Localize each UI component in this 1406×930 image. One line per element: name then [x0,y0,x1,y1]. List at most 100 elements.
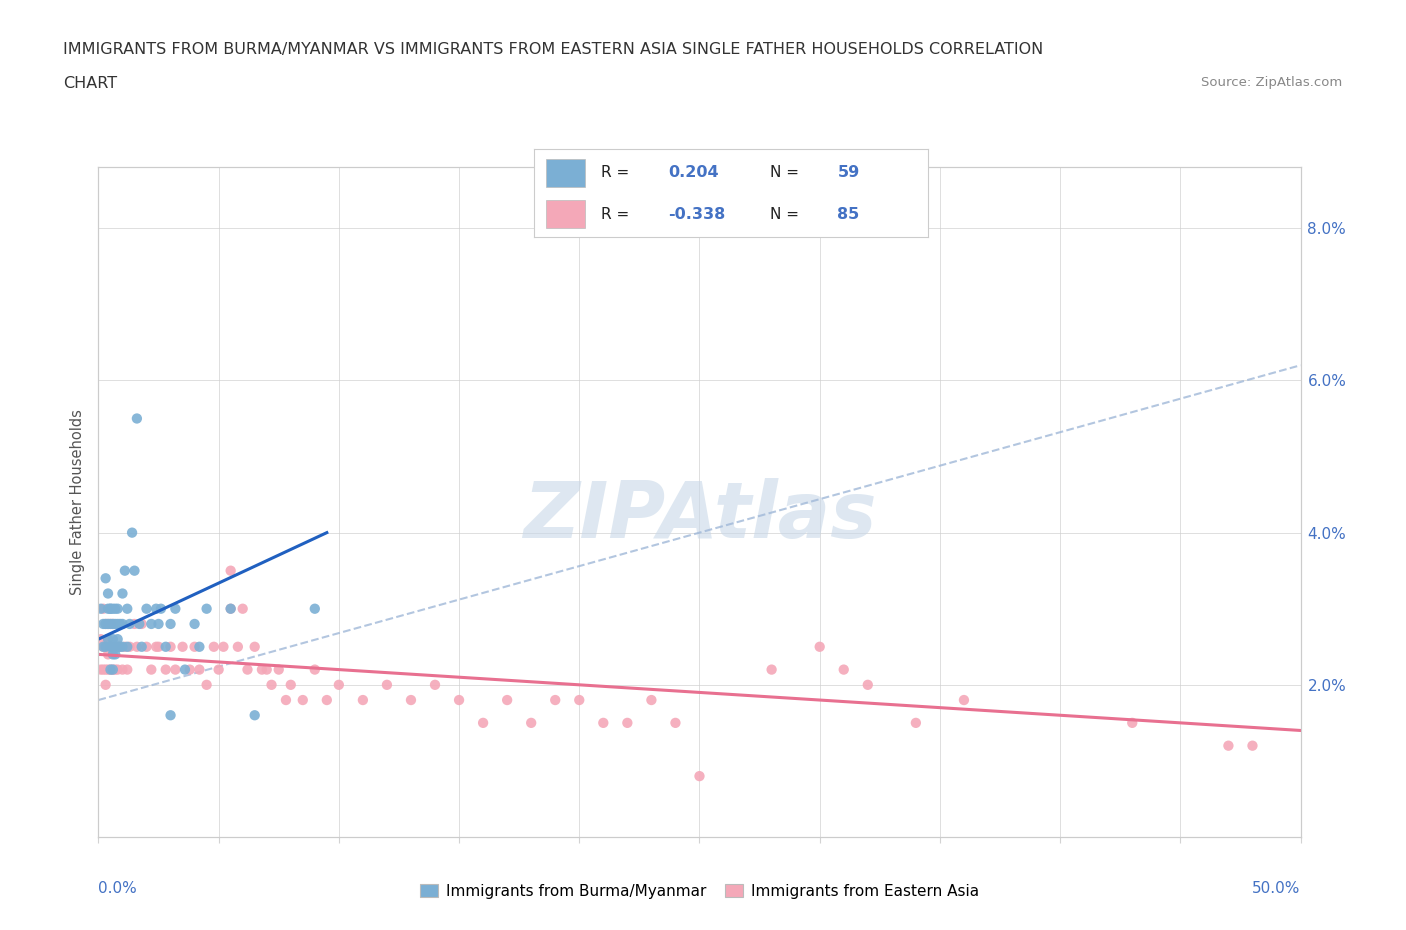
Point [399,693,422,708]
Point [188,662,211,677]
Point [856,677,879,692]
Point [97,602,120,617]
Point [117,662,139,677]
Point [904,715,927,730]
Point [131,639,153,654]
Point [148,639,170,654]
Point [149,602,172,617]
Point [107,639,129,654]
Point [1241,738,1264,753]
Point [423,677,446,692]
Text: Source: ZipAtlas.com: Source: ZipAtlas.com [1202,76,1343,89]
Point [90,631,112,646]
Point [97,617,120,631]
Point [291,693,314,708]
Point [174,662,197,677]
Point [592,715,614,730]
Point [114,639,136,654]
Point [100,602,122,617]
Point [100,617,122,631]
Point [118,617,141,631]
Point [472,715,495,730]
Point [107,602,129,617]
Point [104,617,127,631]
Point [111,662,134,677]
Point [250,662,273,677]
Point [544,693,567,708]
Point [111,617,134,631]
Text: 50.0%: 50.0% [1253,881,1301,896]
Point [101,617,124,631]
Point [100,639,122,654]
Point [188,639,211,654]
Point [159,617,181,631]
Point [1218,738,1240,753]
Point [195,677,218,692]
Point [155,662,177,677]
Point [91,662,114,677]
Point [243,708,266,723]
Point [219,602,242,617]
Point [141,662,163,677]
Point [100,602,122,617]
Text: CHART: CHART [63,76,117,91]
Point [953,693,976,708]
FancyBboxPatch shape [546,200,585,228]
Point [117,639,139,654]
Point [135,639,157,654]
Point [352,693,374,708]
Point [447,693,470,708]
Point [111,586,134,601]
Point [107,662,129,677]
Point [616,715,638,730]
Point [94,639,117,654]
Point [135,602,157,617]
Point [91,602,114,617]
Point [104,662,127,677]
Point [107,639,129,654]
Point [101,662,124,677]
Point [101,617,124,631]
Point [165,662,187,677]
Point [104,602,127,617]
Point [496,693,519,708]
Point [104,639,127,654]
Text: R =: R = [602,166,634,180]
Point [94,571,117,586]
Point [315,693,337,708]
Point [94,662,117,677]
Point [94,617,117,631]
Text: N =: N = [770,166,804,180]
Point [111,639,134,654]
Point [808,639,831,654]
Point [94,617,117,631]
Point [159,708,181,723]
FancyBboxPatch shape [546,158,585,187]
Point [90,602,112,617]
Point [1121,715,1143,730]
Point [328,677,350,692]
Point [145,639,167,654]
Point [172,639,194,654]
Point [260,677,283,692]
Point [219,564,242,578]
Point [179,662,201,677]
Point [90,662,112,677]
Point [256,662,278,677]
Point [108,639,131,654]
Point [832,662,855,677]
Point [104,647,127,662]
Point [97,586,120,601]
Point [97,662,120,677]
Point [104,639,127,654]
Point [91,617,114,631]
Point [94,677,117,692]
Point [97,631,120,646]
Legend: Immigrants from Burma/Myanmar, Immigrants from Eastern Asia: Immigrants from Burma/Myanmar, Immigrant… [412,876,987,907]
Point [148,617,170,631]
Point [125,639,148,654]
Point [568,693,591,708]
Point [664,715,686,730]
Point [101,662,124,677]
Point [640,693,662,708]
